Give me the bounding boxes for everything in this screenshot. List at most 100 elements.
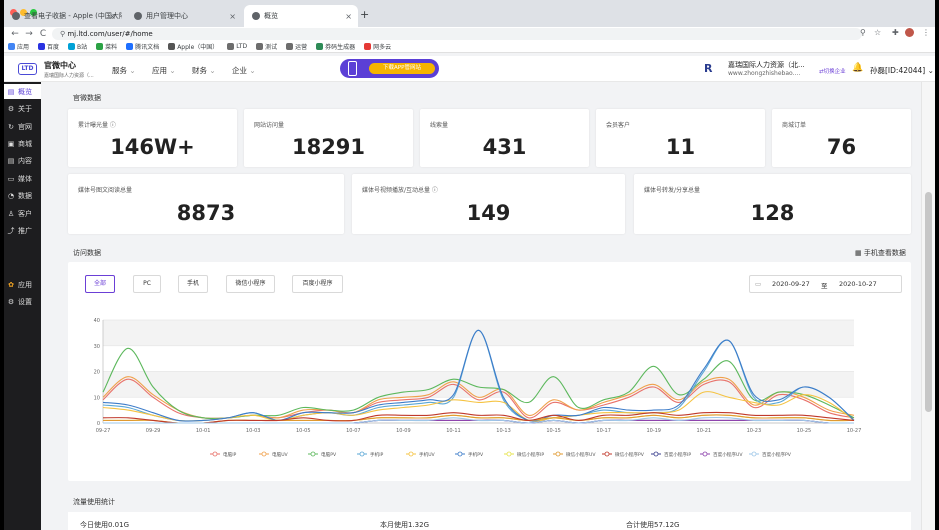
extension-icon[interactable]: ✚ — [892, 28, 899, 37]
minimize-window-button[interactable] — [20, 9, 27, 16]
apps-grid-icon — [8, 43, 15, 50]
sidebar-item-label: 推广 — [18, 226, 32, 235]
close-tab-icon[interactable]: × — [109, 11, 116, 21]
official-data-title: 官微数据 — [73, 94, 101, 102]
nav-finance[interactable]: 财务 ⌄ — [192, 66, 216, 75]
date-end[interactable]: 2020-10-27 — [839, 280, 877, 288]
page-scrollbar[interactable] — [921, 82, 935, 530]
download-app-banner[interactable]: 下载APP管网站 — [340, 59, 439, 78]
star-icon[interactable]: ☆ — [874, 28, 882, 37]
switch-company-link[interactable]: ⇄切换企业 — [819, 69, 846, 75]
bookmark-material[interactable]: 菜料 — [96, 42, 117, 51]
legend-label: 手机PV — [468, 451, 484, 458]
sidebar-item-7[interactable]: ♙ 客户 — [4, 206, 41, 221]
url-text: mj.ltd.com/user/#/home — [67, 30, 153, 38]
scrollbar-thumb[interactable] — [925, 192, 932, 412]
chevron-down-icon: ⌄ — [169, 66, 176, 75]
x-tick-label: 09-27 — [96, 428, 111, 434]
maximize-window-button[interactable] — [30, 9, 37, 16]
legend-label: 百度小程序IP — [664, 451, 691, 458]
stat-card-site-visits: 网站访问量 18291 — [244, 109, 413, 167]
bookmark-apple[interactable]: Apple（中国） — [168, 42, 218, 51]
mobile-view-data-link[interactable]: ▦ 手机查看数据 — [855, 249, 906, 257]
tab-overview[interactable]: 概览 × — [244, 5, 358, 27]
series-line-微信小程序PV — [102, 411, 855, 424]
nav-enterprise[interactable]: 企业 ⌄ — [232, 66, 256, 75]
bookmark-cloud[interactable]: 网多云 — [364, 42, 391, 51]
new-tab-icon[interactable]: + — [360, 8, 370, 21]
sidebar: ▤ 概览 ⚙ 关于 ↻ 官网 ▣ 商城 ▤ 内容 ▭ 媒体 ◔ 数据 ♙ 客户 ⤴ 推广 ✿ 应用 ⚙ 设置 — [4, 82, 41, 530]
sidebar-item-0[interactable]: ▤ 概览 — [4, 84, 41, 99]
menu-icon[interactable]: ⋮ — [922, 28, 930, 37]
globe-icon — [252, 12, 260, 20]
x-tick-label: 10-01 — [196, 428, 211, 434]
stat-value: 18291 — [291, 135, 366, 159]
legend-label: 百度小程序PV — [762, 451, 792, 458]
stat-card-video-plays: 媒体号视频播放/互动总量 ⓘ 149 — [352, 174, 625, 234]
ltd-logo[interactable]: LTD — [18, 63, 37, 75]
grid-band — [103, 371, 854, 398]
filter-baidu-mini[interactable]: 百度小程序 — [292, 275, 343, 293]
date-start[interactable]: 2020-09-27 — [772, 280, 810, 288]
bookmark-baidu[interactable]: 百度 — [38, 42, 59, 51]
bell-icon[interactable]: 🔔 — [852, 63, 864, 73]
bookmark-ops[interactable]: 运营 — [286, 42, 307, 51]
bookmark-test[interactable]: 测试 — [256, 42, 277, 51]
tab-title: 查看电子收据 - Apple (中国大陆) — [24, 12, 122, 20]
sidebar-item-5[interactable]: ▭ 媒体 — [4, 171, 41, 186]
sidebar-item-6[interactable]: ◔ 数据 — [4, 188, 41, 203]
tree-icon — [316, 43, 324, 50]
close-tab-icon[interactable]: × — [345, 11, 352, 21]
close-tab-icon[interactable]: × — [229, 11, 236, 21]
back-icon[interactable]: ← — [11, 29, 19, 39]
download-app-button[interactable]: 下载APP管网站 — [369, 63, 435, 74]
stat-value: 11 — [665, 135, 696, 159]
visits-title: 访问数据 — [73, 249, 101, 257]
forward-icon[interactable]: → — [25, 29, 33, 39]
traffic-month: 本月使用1.32G — [380, 521, 430, 529]
x-tick-label: 10-13 — [496, 428, 511, 434]
profile-avatar[interactable] — [905, 28, 914, 37]
series-line-百度小程序PV — [102, 416, 854, 424]
address-bar[interactable]: ⚲ mj.ltd.com/user/#/home — [52, 28, 862, 40]
filter-wechat-mini[interactable]: 微信小程序 — [226, 275, 275, 293]
sidebar-item-2[interactable]: ↻ 官网 — [4, 119, 41, 134]
stat-value: 149 — [466, 201, 511, 225]
bookmark-ltd[interactable]: LTD — [227, 43, 247, 50]
bookmark-coupon[interactable]: 券码生成器 — [316, 42, 355, 51]
main-content: 官微数据 累计曝光量 ⓘ 146W+ 网站访问量 18291 线索量 431 会… — [41, 82, 921, 530]
filter-pc[interactable]: PC — [133, 275, 161, 293]
bookmark-bilibili[interactable]: B站 — [68, 42, 87, 51]
company-logo: R — [704, 62, 713, 75]
filter-mobile[interactable]: 手机 — [178, 275, 208, 293]
bookmark-tencent-docs[interactable]: 腾讯文档 — [126, 42, 159, 51]
phone-icon — [348, 61, 357, 76]
x-tick-label: 09-29 — [146, 428, 161, 434]
legend-marker — [310, 451, 316, 457]
tab-apple-receipt[interactable]: 查看电子收据 - Apple (中国大陆) × — [4, 5, 122, 27]
sidebar-item-1[interactable]: ⚙ 关于 — [4, 101, 41, 116]
legend-marker — [408, 451, 414, 457]
chevron-down-icon: ⌄ — [129, 66, 136, 75]
filter-all[interactable]: 全部 — [85, 275, 115, 293]
apple-icon — [168, 43, 176, 50]
legend-marker — [457, 451, 463, 457]
user-name[interactable]: 孙磊[ID:42044] ⌄ — [870, 66, 934, 75]
date-range-picker[interactable]: ▭ 2020-09-27 至 2020-10-27 — [749, 275, 902, 293]
sidebar-item-4[interactable]: ▤ 内容 — [4, 153, 41, 168]
gear-icon: ⚙ — [7, 104, 15, 113]
reload-icon[interactable]: C — [39, 29, 47, 39]
nav-services[interactable]: 服务 ⌄ — [112, 66, 136, 75]
legend-marker — [653, 451, 659, 457]
sidebar-item-3[interactable]: ▣ 商城 — [4, 136, 41, 151]
zoom-icon[interactable]: ⚲ — [860, 28, 866, 37]
sidebar-item-9[interactable]: ✿ 应用 — [4, 277, 41, 292]
bookmark-apps[interactable]: 应用 — [8, 42, 29, 51]
sidebar-item-8[interactable]: ⤴ 推广 — [4, 223, 41, 238]
nav-apps[interactable]: 应用 ⌄ — [152, 66, 176, 75]
apple-icon — [12, 12, 20, 20]
tab-user-center[interactable]: 用户管理中心 × — [126, 5, 242, 27]
sidebar-item-10[interactable]: ⚙ 设置 — [4, 294, 41, 309]
y-tick-label: 10 — [94, 395, 100, 401]
x-tick-label: 10-19 — [646, 428, 661, 434]
